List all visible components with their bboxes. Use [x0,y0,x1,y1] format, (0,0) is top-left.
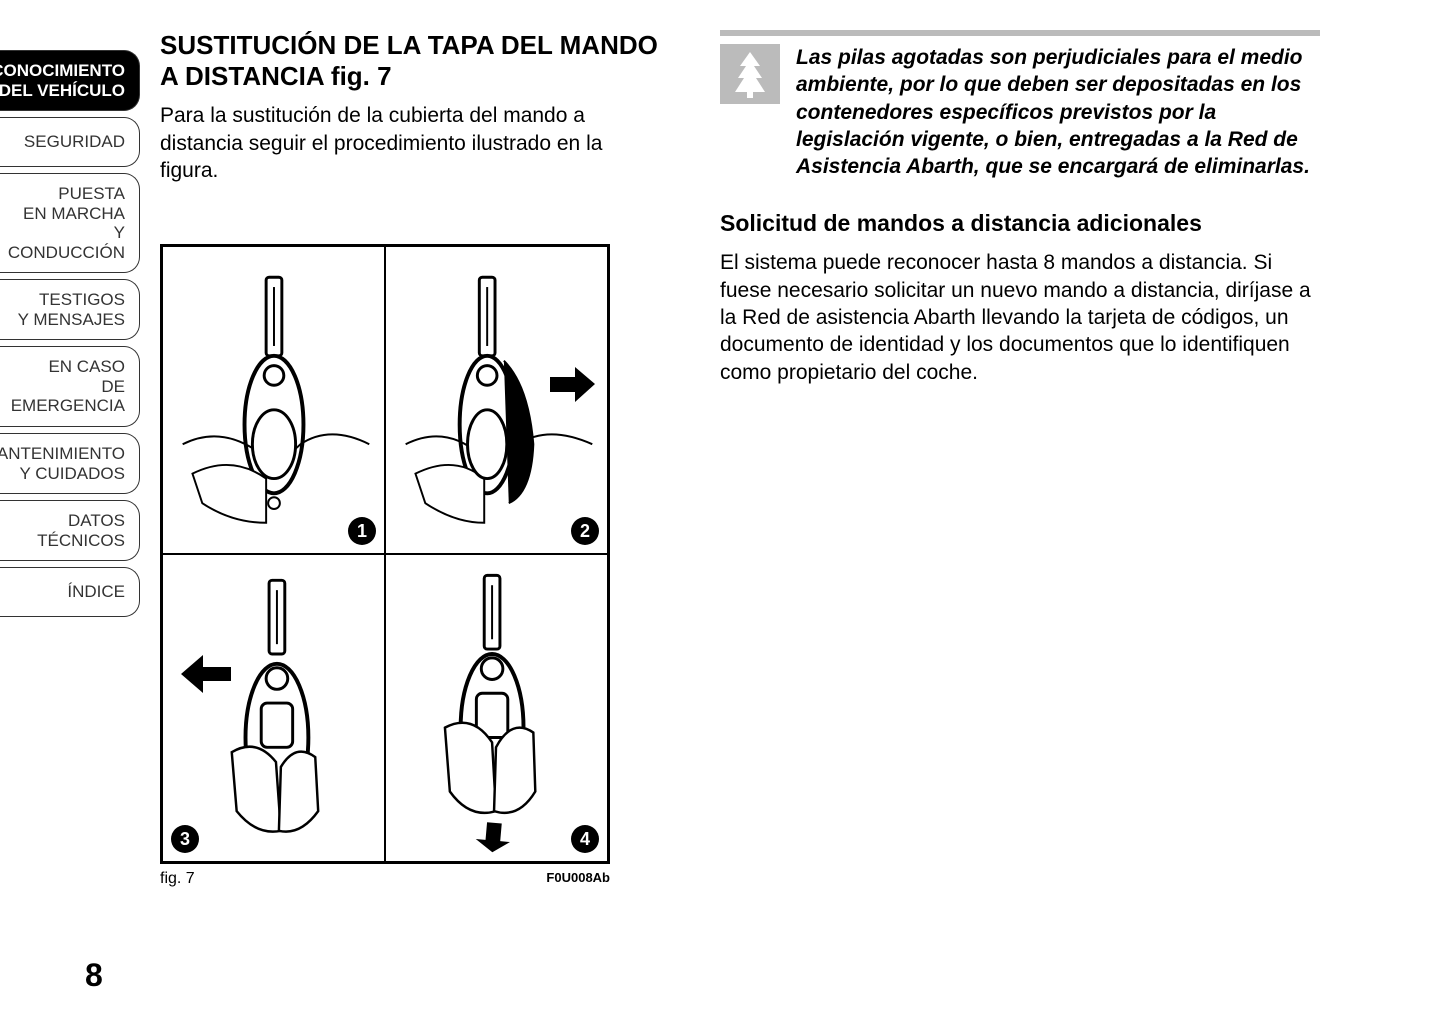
right-column: Las pilas agotadas son perjudiciales par… [720,30,1320,888]
left-column: SUSTITUCIÓN DE LA TAPA DEL MANDO A DISTA… [160,30,660,888]
tab-label: SEGURIDAD [24,132,125,152]
section-heading: SUSTITUCIÓN DE LA TAPA DEL MANDO A DISTA… [160,30,660,92]
main-content: SUSTITUCIÓN DE LA TAPA DEL MANDO A DISTA… [160,30,1405,888]
figure-panel-3: 3 [162,554,385,862]
section-paragraph: Para la sustitución de la cubierta del m… [160,102,660,184]
tab-label: ÍNDICE [67,582,125,602]
tab-label: EN CASODE EMERGENCIA [8,357,125,416]
tab-mantenimiento[interactable]: MANTENIMIENTOY CUIDADOS [0,433,140,494]
figure-code: F0U008Ab [546,870,610,888]
right-paragraph: El sistema puede reconocer hasta 8 mando… [720,249,1320,385]
arrow-left-icon [181,655,231,698]
tab-label: PUESTAEN MARCHAY CONDUCCIÓN [8,184,125,262]
tab-emergencia[interactable]: EN CASODE EMERGENCIA [0,346,140,427]
tree-icon [720,44,780,104]
figure-caption: fig. 7 [160,870,195,888]
key-illustration-1-icon [163,247,384,553]
key-illustration-4-icon [386,555,607,861]
key-illustration-3-icon [163,555,384,861]
page-number: 8 [85,957,103,994]
tab-label: MANTENIMIENTOY CUIDADOS [0,444,125,483]
tab-seguridad[interactable]: SEGURIDAD [0,117,140,167]
tab-puesta[interactable]: PUESTAEN MARCHAY CONDUCCIÓN [0,173,140,273]
tab-label: TESTIGOSY MENSAJES [18,290,125,329]
figure-panel-1: 1 [162,246,385,554]
figure-caption-row: fig. 7 F0U008Ab [160,870,610,888]
tab-testigos[interactable]: TESTIGOSY MENSAJES [0,279,140,340]
sidebar-nav: CONOCIMIENTODEL VEHÍCULO SEGURIDAD PUEST… [0,50,140,623]
figure-grid: 1 [160,244,610,864]
tab-label: DATOS TÉCNICOS [8,511,125,550]
tab-datos[interactable]: DATOS TÉCNICOS [0,500,140,561]
figure-panel-4: 4 [385,554,608,862]
environmental-note: Las pilas agotadas son perjudiciales par… [720,30,1320,180]
tab-label: CONOCIMIENTODEL VEHÍCULO [0,61,125,100]
subheading: Solicitud de mandos a distancia adiciona… [720,210,1320,237]
note-text: Las pilas agotadas son perjudiciales par… [796,44,1320,180]
figure-panel-2: 2 [385,246,608,554]
tab-conocimiento[interactable]: CONOCIMIENTODEL VEHÍCULO [0,50,140,111]
figure-7: 1 [160,244,660,888]
tab-indice[interactable]: ÍNDICE [0,567,140,617]
arrow-right-icon [550,367,595,407]
